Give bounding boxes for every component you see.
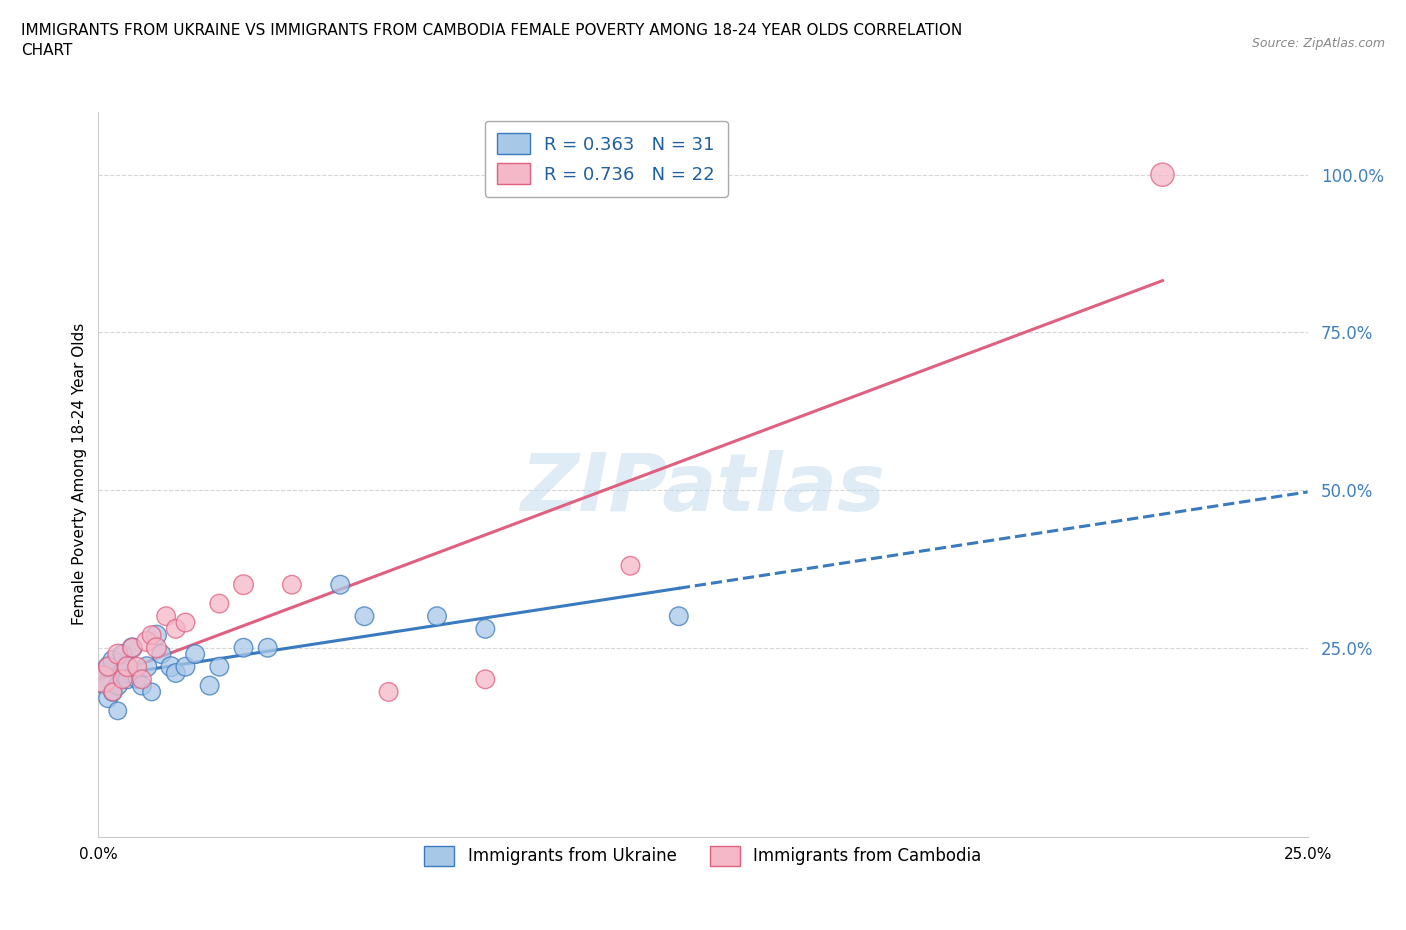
Point	[619, 558, 641, 573]
Point	[111, 666, 134, 681]
Point	[145, 628, 167, 643]
Point	[131, 671, 153, 686]
Point	[165, 666, 187, 681]
Point	[474, 671, 496, 686]
Point	[426, 609, 449, 624]
Point	[150, 646, 173, 661]
Point	[165, 621, 187, 636]
Point	[208, 596, 231, 611]
Point	[281, 578, 304, 592]
Point	[256, 641, 278, 656]
Point	[101, 684, 124, 699]
Point	[111, 671, 134, 686]
Point	[377, 684, 399, 699]
Point	[174, 615, 197, 630]
Point	[97, 659, 120, 674]
Point	[232, 578, 254, 592]
Point	[117, 659, 139, 674]
Point	[101, 684, 124, 699]
Point	[208, 659, 231, 674]
Legend: Immigrants from Ukraine, Immigrants from Cambodia: Immigrants from Ukraine, Immigrants from…	[418, 840, 988, 872]
Point	[474, 621, 496, 636]
Point	[141, 684, 163, 699]
Point	[121, 641, 143, 656]
Text: IMMIGRANTS FROM UKRAINE VS IMMIGRANTS FROM CAMBODIA FEMALE POVERTY AMONG 18-24 Y: IMMIGRANTS FROM UKRAINE VS IMMIGRANTS FR…	[21, 23, 962, 58]
Point	[353, 609, 375, 624]
Point	[329, 578, 352, 592]
Point	[160, 659, 183, 674]
Point	[174, 659, 197, 674]
Point	[127, 659, 149, 674]
Point	[91, 671, 114, 686]
Point	[141, 628, 163, 643]
Point	[668, 609, 690, 624]
Point	[117, 671, 139, 686]
Text: ZIPatlas: ZIPatlas	[520, 450, 886, 528]
Point	[91, 671, 114, 686]
Y-axis label: Female Poverty Among 18-24 Year Olds: Female Poverty Among 18-24 Year Olds	[72, 324, 87, 626]
Point	[107, 646, 129, 661]
Point	[97, 659, 120, 674]
Point	[198, 678, 221, 693]
Point	[107, 703, 129, 718]
Point	[184, 646, 207, 661]
Point	[135, 634, 157, 649]
Point	[232, 641, 254, 656]
Point	[101, 653, 124, 668]
Point	[145, 641, 167, 656]
Point	[127, 671, 149, 686]
Point	[97, 691, 120, 706]
Point	[107, 678, 129, 693]
Text: Source: ZipAtlas.com: Source: ZipAtlas.com	[1251, 37, 1385, 50]
Point	[131, 678, 153, 693]
Point	[117, 659, 139, 674]
Point	[155, 609, 177, 624]
Point	[121, 641, 143, 656]
Point	[1152, 167, 1174, 182]
Point	[111, 646, 134, 661]
Point	[135, 659, 157, 674]
